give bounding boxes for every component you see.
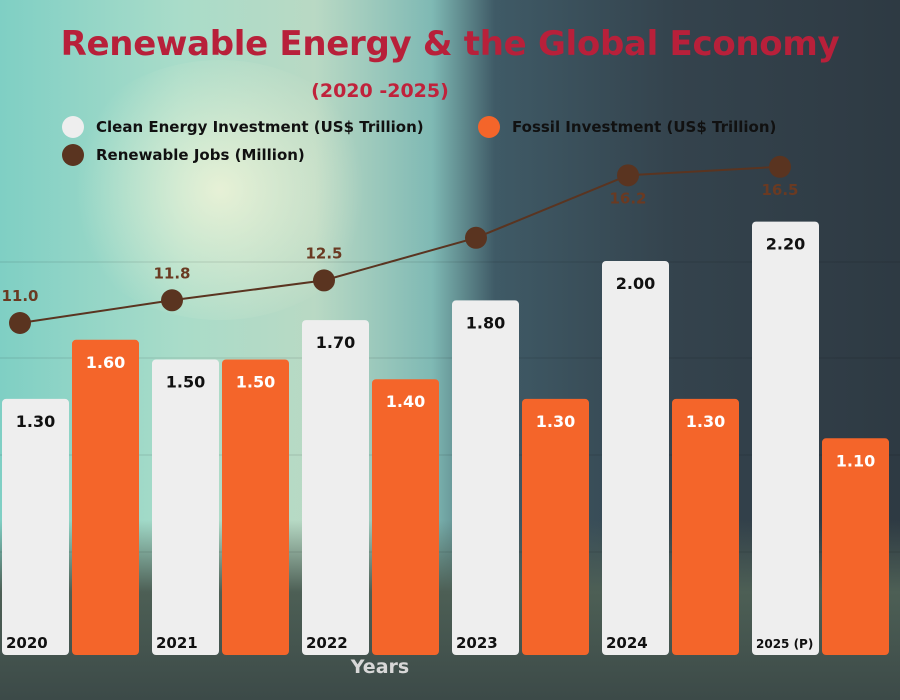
bar-fossil-5 xyxy=(822,438,889,655)
bar-fossil-2 xyxy=(372,379,439,655)
point-jobs-4 xyxy=(617,164,639,187)
legend-swatch-fossil xyxy=(478,116,500,138)
data-label-fossil: 1.50 xyxy=(236,373,275,392)
legend-swatch-clean xyxy=(62,116,84,138)
data-label-fossil: 1.30 xyxy=(686,412,725,431)
line-jobs xyxy=(19,165,781,324)
legend-swatch-jobs xyxy=(62,144,84,166)
chart-subtitle: (2020 -2025) xyxy=(311,80,449,102)
x-tick-label: 2025 (P) xyxy=(756,637,813,651)
data-label-jobs: 16.5 xyxy=(761,181,798,199)
x-tick-label: 2023 xyxy=(456,634,498,652)
bar-clean-5 xyxy=(752,221,819,655)
legend-label: Clean Energy Investment (US$ Trillion) xyxy=(96,118,424,136)
legend-item-clean: Clean Energy Investment (US$ Trillion) xyxy=(62,116,424,138)
bar-clean-0 xyxy=(2,398,69,655)
data-label-clean: 1.30 xyxy=(16,412,55,431)
x-tick-label: 2022 xyxy=(306,634,348,652)
data-label-clean: 2.20 xyxy=(766,235,805,254)
data-label-fossil: 1.40 xyxy=(386,392,425,411)
x-tick-label: 2020 xyxy=(6,634,48,652)
x-axis-label: Years xyxy=(350,656,410,678)
x-tick-label: 2021 xyxy=(156,634,198,652)
data-label-clean: 1.50 xyxy=(166,373,205,392)
legend-label: Fossil Investment (US$ Trillion) xyxy=(512,118,777,136)
background-ground xyxy=(0,520,900,700)
legend-item-jobs: Renewable Jobs (Million) xyxy=(62,144,305,166)
bar-fossil-3 xyxy=(522,398,589,655)
legend-label: Renewable Jobs (Million) xyxy=(96,146,305,164)
data-label-clean: 1.70 xyxy=(316,333,355,352)
bar-clean-1 xyxy=(152,359,219,655)
bar-fossil-0 xyxy=(72,339,139,655)
data-label-jobs: 16.2 xyxy=(609,189,646,207)
point-jobs-3 xyxy=(465,226,487,249)
bar-clean-3 xyxy=(452,300,519,655)
bar-clean-2 xyxy=(302,320,369,655)
data-label-fossil: 1.60 xyxy=(86,353,125,372)
point-jobs-2 xyxy=(313,269,335,292)
x-tick-label: 2024 xyxy=(606,634,648,652)
data-label-clean: 1.80 xyxy=(466,313,505,332)
point-jobs-5 xyxy=(769,155,791,178)
point-jobs-0 xyxy=(9,312,31,334)
bar-fossil-1 xyxy=(222,359,289,655)
chart-title: Renewable Energy & the Global Economy xyxy=(60,24,840,64)
data-label-fossil: 1.10 xyxy=(836,451,875,470)
data-label-jobs: 11.8 xyxy=(153,264,190,282)
point-jobs-1 xyxy=(161,289,183,312)
data-label-fossil: 1.30 xyxy=(536,412,575,431)
data-label-jobs: 12.5 xyxy=(305,244,342,262)
data-label-clean: 2.00 xyxy=(616,274,655,293)
data-label-jobs: 11.0 xyxy=(1,287,38,305)
legend-item-fossil: Fossil Investment (US$ Trillion) xyxy=(478,116,776,138)
bar-fossil-4 xyxy=(672,398,739,655)
bar-clean-4 xyxy=(602,261,669,655)
